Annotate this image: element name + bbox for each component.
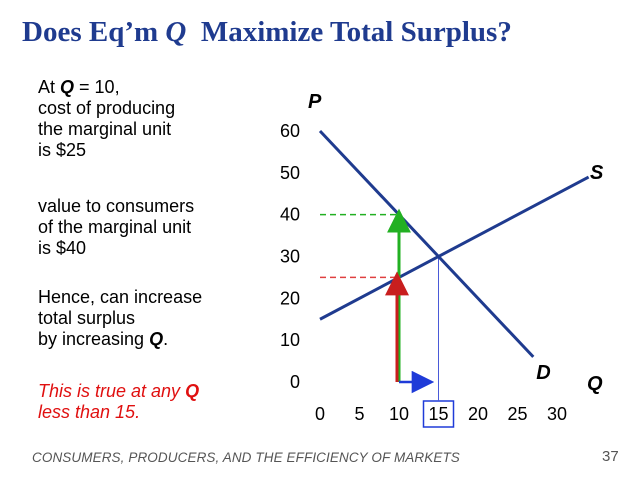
page-number: 37 <box>602 448 619 465</box>
y-tick-label: 40 <box>280 205 300 225</box>
supply-label: S <box>590 162 604 184</box>
y-tick-label: 30 <box>280 247 300 267</box>
slide-title: Does Eq’m Q Maximize Total Surplus? <box>22 16 512 48</box>
x-tick-label: 5 <box>354 404 364 424</box>
paragraph-cost: At Q = 10, cost of producing the margina… <box>38 77 176 160</box>
supply-curve <box>319 175 590 321</box>
x-axis-label: Q <box>587 373 603 395</box>
x-tick-label: 0 <box>315 404 325 424</box>
x-tick-label: 10 <box>389 404 409 424</box>
x-tick-label: 20 <box>468 404 488 424</box>
y-tick-label: 10 <box>280 330 300 350</box>
demand-label: D <box>536 362 550 384</box>
y-tick-label: 20 <box>280 288 300 308</box>
x-tick-label: 30 <box>547 404 567 424</box>
y-axis-label: P <box>308 91 322 113</box>
footer-text: CONSUMERS, PRODUCERS, AND THE EFFICIENCY… <box>32 450 460 465</box>
x-tick-label: 15 <box>428 404 448 424</box>
paragraph-value: value to consumers of the marginal unit … <box>38 196 195 258</box>
note-less-than-15: This is true at any Q less than 15. <box>38 381 200 422</box>
y-tick-label: 50 <box>280 163 300 183</box>
y-tick-label: 0 <box>290 372 300 392</box>
paragraph-conclusion: Hence, can increase total surplus by inc… <box>38 287 203 349</box>
x-tick-label: 25 <box>507 404 527 424</box>
demand-curve <box>318 129 535 358</box>
y-tick-label: 60 <box>280 121 300 141</box>
